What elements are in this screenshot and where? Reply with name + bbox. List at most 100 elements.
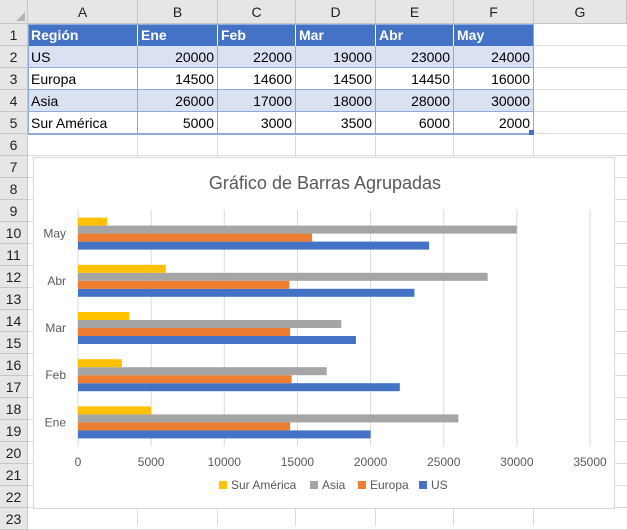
value-cell[interactable]: 3500: [296, 112, 376, 134]
value-cell[interactable]: 5000: [138, 112, 218, 134]
column-header-a[interactable]: A: [28, 0, 138, 24]
bar-us-feb[interactable]: [78, 383, 400, 392]
value-cell[interactable]: 3000: [218, 112, 296, 134]
value-cell[interactable]: 23000: [376, 46, 454, 68]
legend-entry[interactable]: US: [431, 478, 448, 492]
column-header-c[interactable]: C: [218, 0, 296, 24]
x-tick-label: 35000: [573, 455, 607, 469]
column-header-e[interactable]: E: [376, 0, 454, 24]
row-header-18[interactable]: 18: [0, 398, 28, 420]
x-tick-label: 5000: [138, 455, 165, 469]
y-tick-label: Abr: [47, 274, 66, 288]
row-header-6[interactable]: 6: [0, 134, 28, 156]
value-cell[interactable]: 14600: [218, 68, 296, 90]
y-tick-label: Feb: [45, 368, 66, 382]
region-cell[interactable]: US: [28, 46, 138, 68]
value-cell[interactable]: 18000: [296, 90, 376, 112]
value-cell[interactable]: 14450: [376, 68, 454, 90]
table-header-cell[interactable]: Feb: [218, 24, 296, 46]
row-header-5[interactable]: 5: [0, 112, 28, 134]
bar-sur-américa-mar[interactable]: [78, 312, 130, 320]
bar-asia-mar[interactable]: [78, 320, 342, 328]
value-cell[interactable]: 28000: [376, 90, 454, 112]
bar-us-ene[interactable]: [78, 430, 371, 439]
row-header-19[interactable]: 19: [0, 420, 28, 442]
value-cell[interactable]: 20000: [138, 46, 218, 68]
clustered-bar-chart[interactable]: Gráfico de Barras Agrupadas 0 5000 10000 150…: [33, 157, 615, 509]
row-header-21[interactable]: 21: [0, 464, 28, 486]
legend-entry[interactable]: Sur América: [231, 478, 297, 492]
chart-svg: Gráfico de Barras Agrupadas 0 5000 10000 150…: [43, 173, 607, 492]
region-cell[interactable]: Europa: [28, 68, 138, 90]
row-header-9[interactable]: 9: [0, 200, 28, 222]
value-cell[interactable]: 24000: [454, 46, 534, 68]
column-header-b[interactable]: B: [138, 0, 218, 24]
value-cell[interactable]: 26000: [138, 90, 218, 112]
row-header-23[interactable]: 23: [0, 508, 28, 530]
row-header-1[interactable]: 1: [0, 24, 28, 46]
gridline-row: [28, 155, 627, 156]
row-header-16[interactable]: 16: [0, 354, 28, 376]
row-header-10[interactable]: 10: [0, 222, 28, 244]
row-header-11[interactable]: 11: [0, 244, 28, 266]
bar-europa-feb[interactable]: [78, 375, 292, 384]
y-tick-label: Ene: [45, 415, 67, 429]
row-header-20[interactable]: 20: [0, 442, 28, 464]
bar-europa-mar[interactable]: [78, 328, 291, 336]
row-header-17[interactable]: 17: [0, 376, 28, 398]
region-cell[interactable]: Sur América: [28, 112, 138, 134]
bar-europa-may[interactable]: [78, 233, 313, 242]
row-header-8[interactable]: 8: [0, 178, 28, 200]
x-tick-label: 25000: [427, 455, 461, 469]
bar-sur-américa-ene[interactable]: [78, 406, 152, 415]
bar-asia-feb[interactable]: [78, 367, 327, 376]
bar-asia-may[interactable]: [78, 225, 517, 234]
legend-entry[interactable]: Asia: [322, 478, 346, 492]
bar-us-abr[interactable]: [78, 288, 415, 297]
x-tick-label: 10000: [208, 455, 242, 469]
value-cell[interactable]: 6000: [376, 112, 454, 134]
table-header-cell[interactable]: Región: [28, 24, 138, 46]
value-cell[interactable]: 14500: [138, 68, 218, 90]
x-tick-label: 0: [75, 455, 82, 469]
bar-europa-ene[interactable]: [78, 422, 291, 431]
value-cell[interactable]: 19000: [296, 46, 376, 68]
bar-sur-américa-abr[interactable]: [78, 264, 166, 273]
column-header-f[interactable]: F: [454, 0, 534, 24]
row-header-14[interactable]: 14: [0, 310, 28, 332]
column-header-d[interactable]: D: [296, 0, 376, 24]
select-all-corner[interactable]: [0, 0, 28, 24]
bar-europa-abr[interactable]: [78, 280, 290, 289]
value-cell[interactable]: 30000: [454, 90, 534, 112]
value-cell[interactable]: 17000: [218, 90, 296, 112]
legend-entry[interactable]: Europa: [370, 478, 409, 492]
bar-us-mar[interactable]: [78, 336, 356, 344]
row-header-12[interactable]: 12: [0, 266, 28, 288]
column-header-g[interactable]: G: [534, 0, 627, 24]
row-header-22[interactable]: 22: [0, 486, 28, 508]
bar-us-may[interactable]: [78, 241, 430, 250]
value-cell[interactable]: 14500: [296, 68, 376, 90]
bar-asia-abr[interactable]: [78, 272, 488, 281]
legend-swatch: [310, 481, 318, 489]
value-cell[interactable]: 16000: [454, 68, 534, 90]
bar-sur-américa-may[interactable]: [78, 217, 108, 226]
bar-sur-américa-feb[interactable]: [78, 359, 122, 368]
row-header-3[interactable]: 3: [0, 68, 28, 90]
table-header-cell[interactable]: Abr: [376, 24, 454, 46]
row-header-13[interactable]: 13: [0, 288, 28, 310]
value-cell[interactable]: 22000: [218, 46, 296, 68]
table-header-cell[interactable]: May: [454, 24, 534, 46]
bar-asia-ene[interactable]: [78, 414, 459, 423]
table-header-cell[interactable]: Mar: [296, 24, 376, 46]
row-header-15[interactable]: 15: [0, 332, 28, 354]
table-header-cell[interactable]: Ene: [138, 24, 218, 46]
value-cell[interactable]: 2000: [454, 112, 534, 134]
table-resize-handle[interactable]: [529, 130, 534, 135]
x-tick-label: 20000: [354, 455, 388, 469]
row-header-2[interactable]: 2: [0, 46, 28, 68]
chart-title[interactable]: Gráfico de Barras Agrupadas: [209, 173, 441, 193]
row-header-4[interactable]: 4: [0, 90, 28, 112]
region-cell[interactable]: Asia: [28, 90, 138, 112]
row-header-7[interactable]: 7: [0, 156, 28, 178]
